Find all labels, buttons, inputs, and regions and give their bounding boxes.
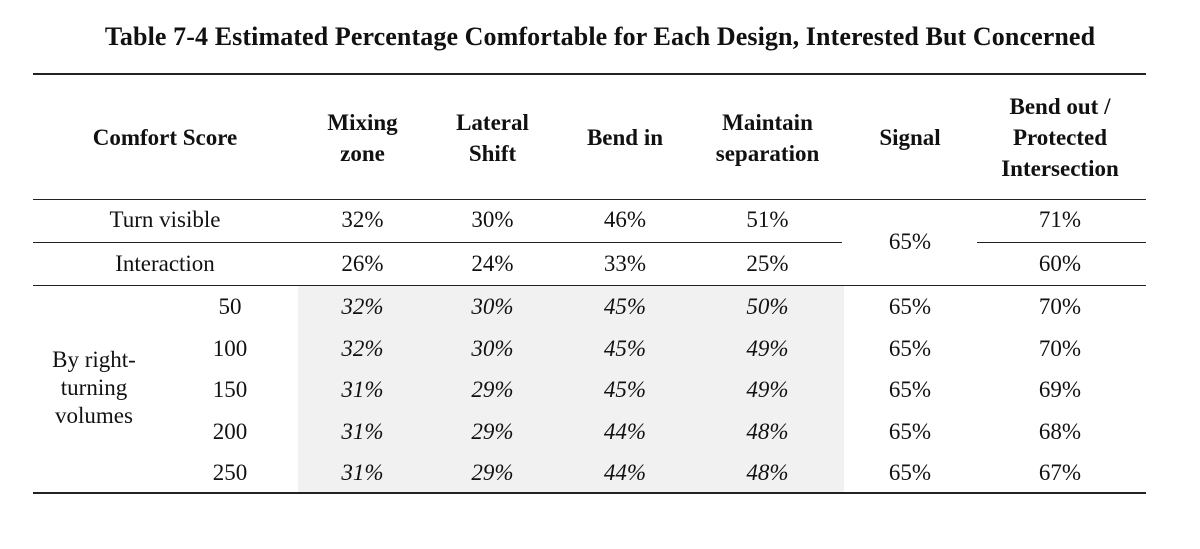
header-maintain-separation: Maintain separation [690,107,845,169]
row-rule-2 [33,285,1146,286]
header-bendout-line-3: Intersection [1001,156,1119,181]
header-bend-in: Bend in [586,125,664,150]
header-mixing-zone: Mixing zone [300,107,425,169]
interaction-mixing: 26% [341,251,384,276]
vol-lateral: 29% [471,377,514,402]
vol-mixing: 32% [341,294,384,319]
interaction-maintain: 25% [746,251,789,276]
vol-bendout: 67% [1038,460,1082,485]
turn-visible-bendin: 46% [603,207,647,232]
vol-mixing: 31% [341,460,384,485]
vol-bendin: 44% [603,460,647,485]
header-mixing-line-1: Mixing [327,110,398,135]
signal-merged-cell: 65% [888,229,932,254]
vol-lateral: 29% [471,460,514,485]
vol-bendout: 70% [1038,336,1082,361]
header-bendout-line-1: Bend out / [1009,94,1111,119]
row-turn-visible-label: Turn visible [109,207,221,232]
vol-bendout: 70% [1038,294,1082,319]
turn-visible-bendout: 71% [1038,207,1082,232]
header-mixing-line-2: zone [340,141,385,166]
vol-maintain: 49% [746,336,789,361]
header-signal: Signal [879,125,941,150]
volume-label: 100 [212,336,248,361]
vol-maintain: 50% [746,294,789,319]
volume-label: 50 [218,294,242,319]
vol-signal: 65% [888,460,932,485]
interaction-bendout: 60% [1038,251,1082,276]
shaded-region [298,286,844,492]
group-label-line-1: By right- [52,347,136,372]
header-bend-out: Bend out / Protected Intersection [975,91,1145,184]
vol-maintain: 49% [746,377,789,402]
vol-maintain: 48% [746,419,789,444]
row-rule-1 [33,242,842,243]
volume-label: 250 [212,460,248,485]
row-interaction-label: Interaction [115,251,215,276]
vol-bendin: 45% [603,294,647,319]
header-rule [33,199,1146,200]
volume-label: 150 [212,377,248,402]
turn-visible-maintain: 51% [746,207,789,232]
top-rule [33,73,1146,75]
vol-mixing: 31% [341,419,384,444]
vol-signal: 65% [888,419,932,444]
interaction-bendin: 33% [603,251,647,276]
header-bendout-line-2: Protected [1012,125,1108,150]
row-rule-1b [977,242,1146,243]
vol-mixing: 31% [341,377,384,402]
vol-bendout: 69% [1038,377,1082,402]
table-title: Table 7-4 Estimated Percentage Comfortab… [104,22,1096,51]
vol-bendin: 44% [603,419,647,444]
vol-bendin: 45% [603,336,647,361]
turn-visible-mixing: 32% [341,207,384,232]
vol-signal: 65% [888,377,932,402]
interaction-lateral: 24% [471,251,514,276]
bottom-rule [33,492,1146,494]
header-lateral-line-2: Shift [468,141,517,166]
group-label-line-3: volumes [55,403,133,428]
group-label-line-2: turning [60,375,128,400]
header-maintain-line-2: separation [715,141,820,166]
vol-mixing: 32% [341,336,384,361]
group-label: By right- turning volumes [40,346,148,430]
turn-visible-lateral: 30% [471,207,514,232]
vol-lateral: 30% [471,294,514,319]
vol-lateral: 30% [471,336,514,361]
vol-bendout: 68% [1038,419,1082,444]
vol-signal: 65% [888,336,932,361]
vol-bendin: 45% [603,377,647,402]
vol-lateral: 29% [471,419,514,444]
header-comfort-score: Comfort Score [92,125,238,150]
header-lateral-shift: Lateral Shift [430,107,555,169]
volume-label: 200 [212,419,248,444]
header-maintain-line-1: Maintain [722,110,813,135]
vol-maintain: 48% [746,460,789,485]
vol-signal: 65% [888,294,932,319]
header-lateral-line-1: Lateral [456,110,529,135]
